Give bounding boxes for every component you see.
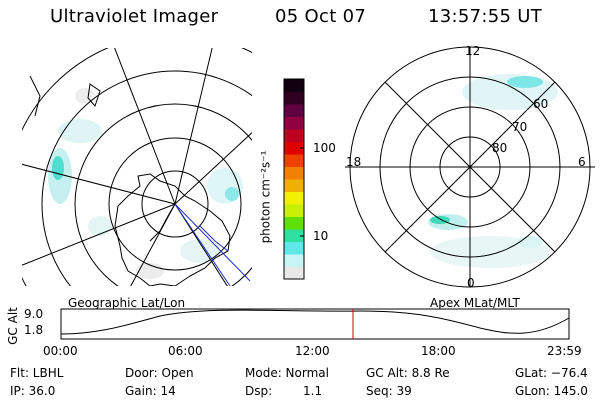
time-label: 13:57:55 UT [428, 6, 543, 27]
colorbar-cell [284, 204, 304, 217]
colorbar-cell [284, 116, 304, 130]
colorbar-cell [284, 129, 304, 142]
timeline-xtick-0000: 00:00 [43, 344, 78, 358]
mlt-label-18: 18 [346, 155, 362, 169]
right-panel-caption: Apex MLat/MLT [430, 296, 520, 310]
timeline-xtick-1200: 12:00 [295, 344, 330, 358]
colorbar-cell [284, 266, 304, 280]
dsp-info-label: Dsp: [245, 384, 273, 398]
timeline-ytick-1: 1.8 [24, 323, 44, 337]
colorbar-unit-label: photon cm⁻²s⁻¹ [258, 150, 273, 244]
timeline-xtick-0600: 06:00 [168, 344, 203, 358]
seq-info: Seq: 39 [366, 384, 412, 398]
auroral-emission [48, 88, 243, 279]
colorbar-tick-10: 10 [313, 229, 329, 243]
mlat-label-60: 60 [533, 97, 549, 111]
timeline-ytick-9: 9.0 [24, 307, 44, 321]
instrument-title: Ultraviolet Imager [50, 6, 219, 27]
colorbar-cell [284, 254, 304, 267]
colorbar-cell [284, 216, 304, 230]
mlt-label-12: 12 [465, 44, 481, 58]
colorbar-cell [284, 104, 304, 117]
gc-alt-info: GC Alt: 8.8 Re [366, 366, 450, 380]
timeline-xtick-2359: 23:59 [547, 344, 582, 358]
colorbar-cell [284, 91, 304, 105]
timeline-axis-title: GC Alt [5, 307, 20, 345]
ip-info: IP: 36.0 [10, 384, 56, 398]
mlt-label-0: 0 [467, 276, 475, 290]
colorbar-cell [284, 191, 304, 205]
colorbar-cell [284, 79, 304, 92]
colorbar-tick-100: 100 [313, 141, 336, 155]
timeline-xtick-1800: 18:00 [421, 344, 456, 358]
left-panel-caption: Geographic Lat/Lon [68, 296, 186, 310]
mlat-label-70: 70 [512, 120, 528, 134]
colorbar-cell [284, 241, 304, 255]
colorbar-cell [284, 166, 304, 180]
gain-info: Gain: 14 [125, 384, 176, 398]
mlt-label-6: 6 [578, 155, 586, 169]
mode-info: Mode: Normal [245, 366, 329, 380]
date-label: 05 Oct 07 [275, 6, 367, 27]
filter-info: Flt: LBHL [10, 366, 64, 380]
colorbar-cell [284, 154, 304, 167]
glat-info: GLat: −76.4 [515, 366, 588, 380]
magnetic-polar-plot [345, 46, 595, 288]
timeline-plot [60, 308, 570, 340]
door-info: Door: Open [125, 366, 194, 380]
mlat-label-80: 80 [492, 141, 508, 155]
colorbar [283, 78, 305, 280]
colorbar-cell [284, 179, 304, 192]
dsp-info-value: 1.1 [303, 384, 323, 398]
colorbar-cell [284, 229, 304, 242]
colorbar-cell [284, 141, 304, 155]
geographic-map [22, 48, 252, 286]
glon-info: GLon: 145.0 [515, 384, 588, 398]
